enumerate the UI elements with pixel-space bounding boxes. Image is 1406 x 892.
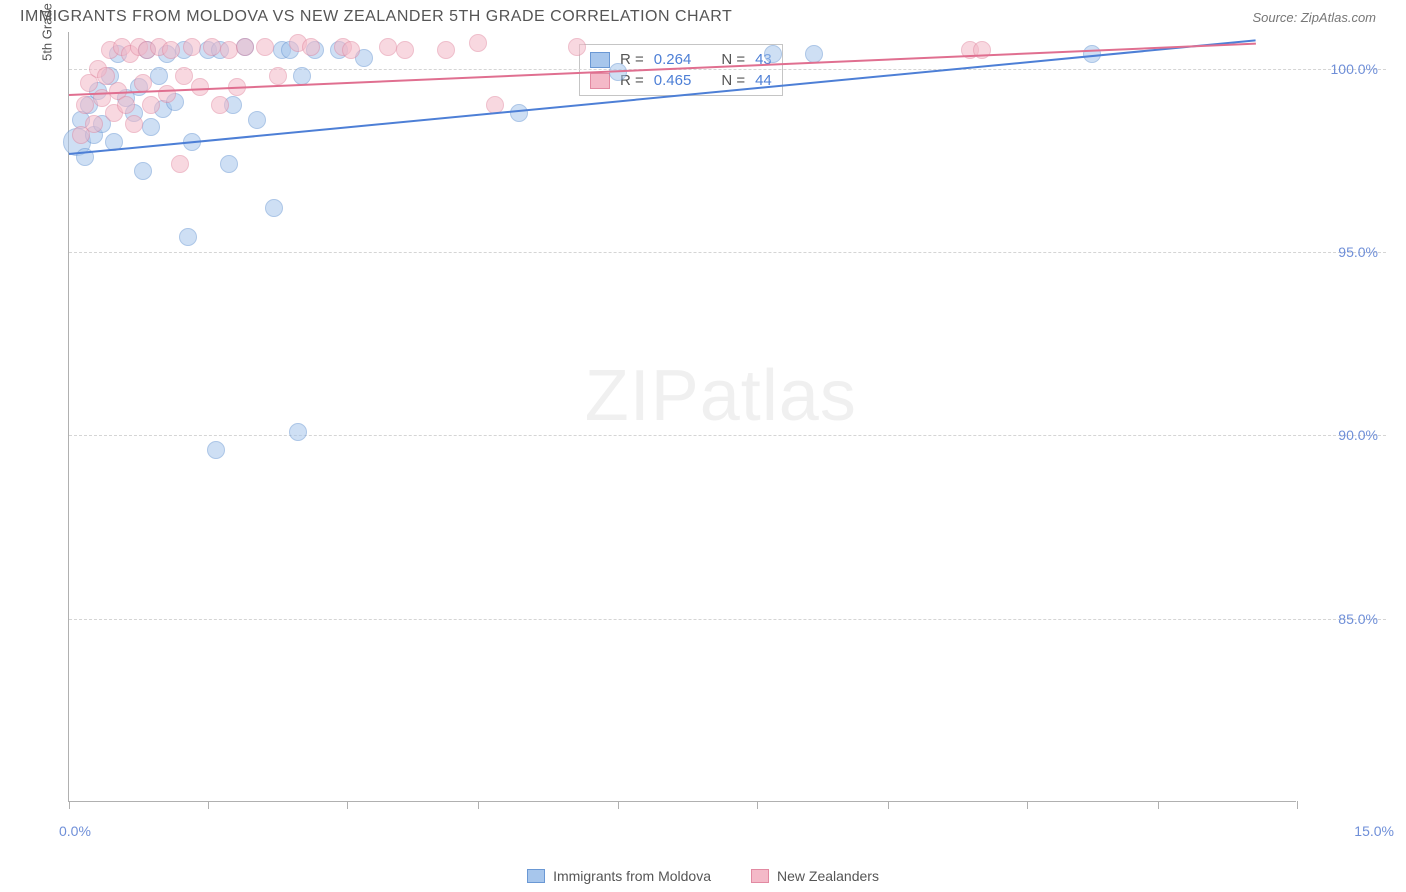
legend-swatch bbox=[590, 52, 610, 68]
data-point bbox=[510, 104, 528, 122]
data-point bbox=[125, 115, 143, 133]
data-point bbox=[179, 228, 197, 246]
bottom-legend: Immigrants from Moldova New Zealanders bbox=[0, 868, 1406, 884]
data-point bbox=[764, 45, 782, 63]
data-point bbox=[142, 118, 160, 136]
xtick bbox=[618, 801, 619, 809]
chart-title: IMMIGRANTS FROM MOLDOVA VS NEW ZEALANDER… bbox=[20, 8, 732, 26]
ytick-label: 95.0% bbox=[1338, 244, 1378, 260]
watermark: ZIPatlas bbox=[585, 355, 857, 437]
data-point bbox=[207, 441, 225, 459]
data-point bbox=[220, 41, 238, 59]
legend-label: Immigrants from Moldova bbox=[553, 868, 711, 884]
ytick-label: 90.0% bbox=[1338, 427, 1378, 443]
ytick-label: 85.0% bbox=[1338, 611, 1378, 627]
gridline bbox=[69, 252, 1386, 253]
data-point bbox=[302, 38, 320, 56]
data-point bbox=[158, 85, 176, 103]
legend-swatch bbox=[527, 869, 545, 883]
data-point bbox=[211, 96, 229, 114]
data-point bbox=[265, 199, 283, 217]
data-point bbox=[76, 96, 94, 114]
data-point bbox=[191, 78, 209, 96]
data-point bbox=[805, 45, 823, 63]
chart-header: IMMIGRANTS FROM MOLDOVA VS NEW ZEALANDER… bbox=[0, 0, 1406, 32]
plot-area: ZIPatlas R =0.264N =43R =0.465N =44 85.0… bbox=[68, 32, 1296, 802]
xtick bbox=[478, 801, 479, 809]
data-point bbox=[293, 67, 311, 85]
xtick bbox=[69, 801, 70, 809]
data-point bbox=[248, 111, 266, 129]
data-point bbox=[396, 41, 414, 59]
data-point bbox=[269, 67, 287, 85]
y-axis-label: 5th Grade bbox=[39, 3, 54, 61]
legend-item: Immigrants from Moldova bbox=[527, 868, 711, 884]
data-point bbox=[183, 38, 201, 56]
data-point bbox=[437, 41, 455, 59]
ytick-label: 100.0% bbox=[1331, 61, 1378, 77]
data-point bbox=[469, 34, 487, 52]
xlabel-max: 15.0% bbox=[1354, 823, 1394, 839]
data-point bbox=[142, 96, 160, 114]
data-point bbox=[150, 67, 168, 85]
data-point bbox=[379, 38, 397, 56]
data-point bbox=[203, 38, 221, 56]
watermark-big: ZIP bbox=[585, 356, 700, 436]
xtick bbox=[888, 801, 889, 809]
data-point bbox=[175, 67, 193, 85]
data-point bbox=[289, 423, 307, 441]
xtick bbox=[347, 801, 348, 809]
data-point bbox=[85, 115, 103, 133]
watermark-small: atlas bbox=[700, 356, 857, 436]
data-point bbox=[162, 41, 180, 59]
data-point bbox=[220, 155, 238, 173]
r-value: 0.264 bbox=[654, 51, 692, 68]
data-point bbox=[342, 41, 360, 59]
data-point bbox=[568, 38, 586, 56]
data-point bbox=[171, 155, 189, 173]
xtick bbox=[1158, 801, 1159, 809]
gridline bbox=[69, 435, 1386, 436]
legend-label: New Zealanders bbox=[777, 868, 879, 884]
data-point bbox=[256, 38, 274, 56]
data-point bbox=[117, 96, 135, 114]
gridline bbox=[69, 619, 1386, 620]
n-label: N = bbox=[721, 72, 745, 89]
data-point bbox=[134, 162, 152, 180]
r-value: 0.465 bbox=[654, 72, 692, 89]
legend-swatch bbox=[590, 73, 610, 89]
gridline bbox=[69, 69, 1386, 70]
xtick bbox=[757, 801, 758, 809]
xtick bbox=[1027, 801, 1028, 809]
data-point bbox=[236, 38, 254, 56]
xtick bbox=[1297, 801, 1298, 809]
source-attribution: Source: ZipAtlas.com bbox=[1252, 10, 1376, 25]
xlabel-min: 0.0% bbox=[59, 823, 91, 839]
legend-item: New Zealanders bbox=[751, 868, 879, 884]
xtick bbox=[208, 801, 209, 809]
legend-swatch bbox=[751, 869, 769, 883]
